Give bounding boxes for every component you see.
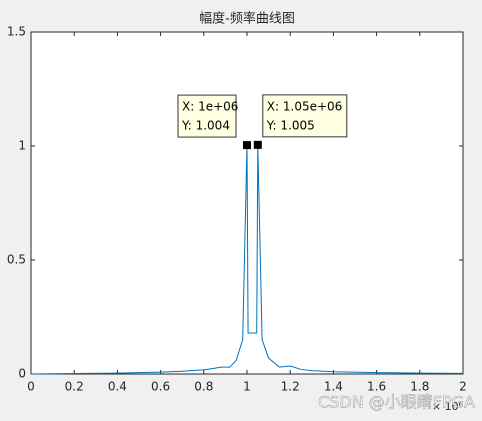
data-tip-x: X: 1.05e+06 <box>267 99 343 113</box>
data-tip-x: X: 1e+06 <box>182 100 238 114</box>
x-tick-label: 0.6 <box>151 380 170 394</box>
x-tick-label: 1 <box>243 380 251 394</box>
y-tick-label: 0 <box>18 367 26 381</box>
x-tick-label: 1.2 <box>281 380 300 394</box>
y-tick-label: 0.5 <box>7 253 26 267</box>
data-tip: X: 1e+06 Y: 1.004 <box>177 94 251 150</box>
x-tick-label: 0.8 <box>194 380 213 394</box>
y-tick-label: 1.5 <box>7 25 26 39</box>
x-tick-label: 0.2 <box>65 380 84 394</box>
x-multiplier: × 10⁶ <box>432 400 464 413</box>
x-tick-label: 1.8 <box>410 380 429 394</box>
data-tip-marker <box>243 141 251 150</box>
data-tip-box <box>177 94 237 138</box>
data-tip: X: 1.05e+06 Y: 1.005 <box>253 94 348 149</box>
watermark: CSDN @小眼睛FPGA <box>318 393 475 412</box>
y-tick-label: 1 <box>18 139 26 153</box>
x-tick-label: 0.4 <box>108 380 127 394</box>
series-line <box>30 144 464 375</box>
x-tick-label: 0 <box>27 380 35 394</box>
x-tick-label: 2 <box>459 380 467 394</box>
data-tip-box <box>262 94 348 138</box>
data-tip-marker <box>253 140 262 149</box>
x-tick-label: 1.6 <box>367 380 386 394</box>
chart-title: 幅度-频率曲线图 <box>199 11 295 27</box>
x-tick-label: 1.4 <box>324 380 343 394</box>
axes-box <box>30 31 464 375</box>
data-tip-y: Y: 1.005 <box>266 118 315 132</box>
data-tip-y: Y: 1.004 <box>181 119 230 133</box>
